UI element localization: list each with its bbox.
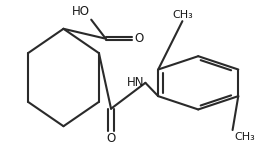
Text: HN: HN xyxy=(127,76,144,89)
Text: CH₃: CH₃ xyxy=(172,10,193,20)
Text: HO: HO xyxy=(72,5,90,18)
Text: O: O xyxy=(107,132,116,145)
Text: CH₃: CH₃ xyxy=(234,132,255,142)
Text: O: O xyxy=(135,32,144,45)
